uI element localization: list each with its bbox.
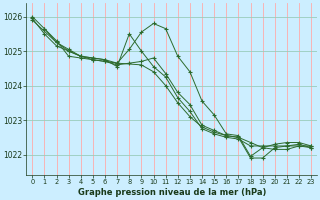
X-axis label: Graphe pression niveau de la mer (hPa): Graphe pression niveau de la mer (hPa) bbox=[77, 188, 266, 197]
